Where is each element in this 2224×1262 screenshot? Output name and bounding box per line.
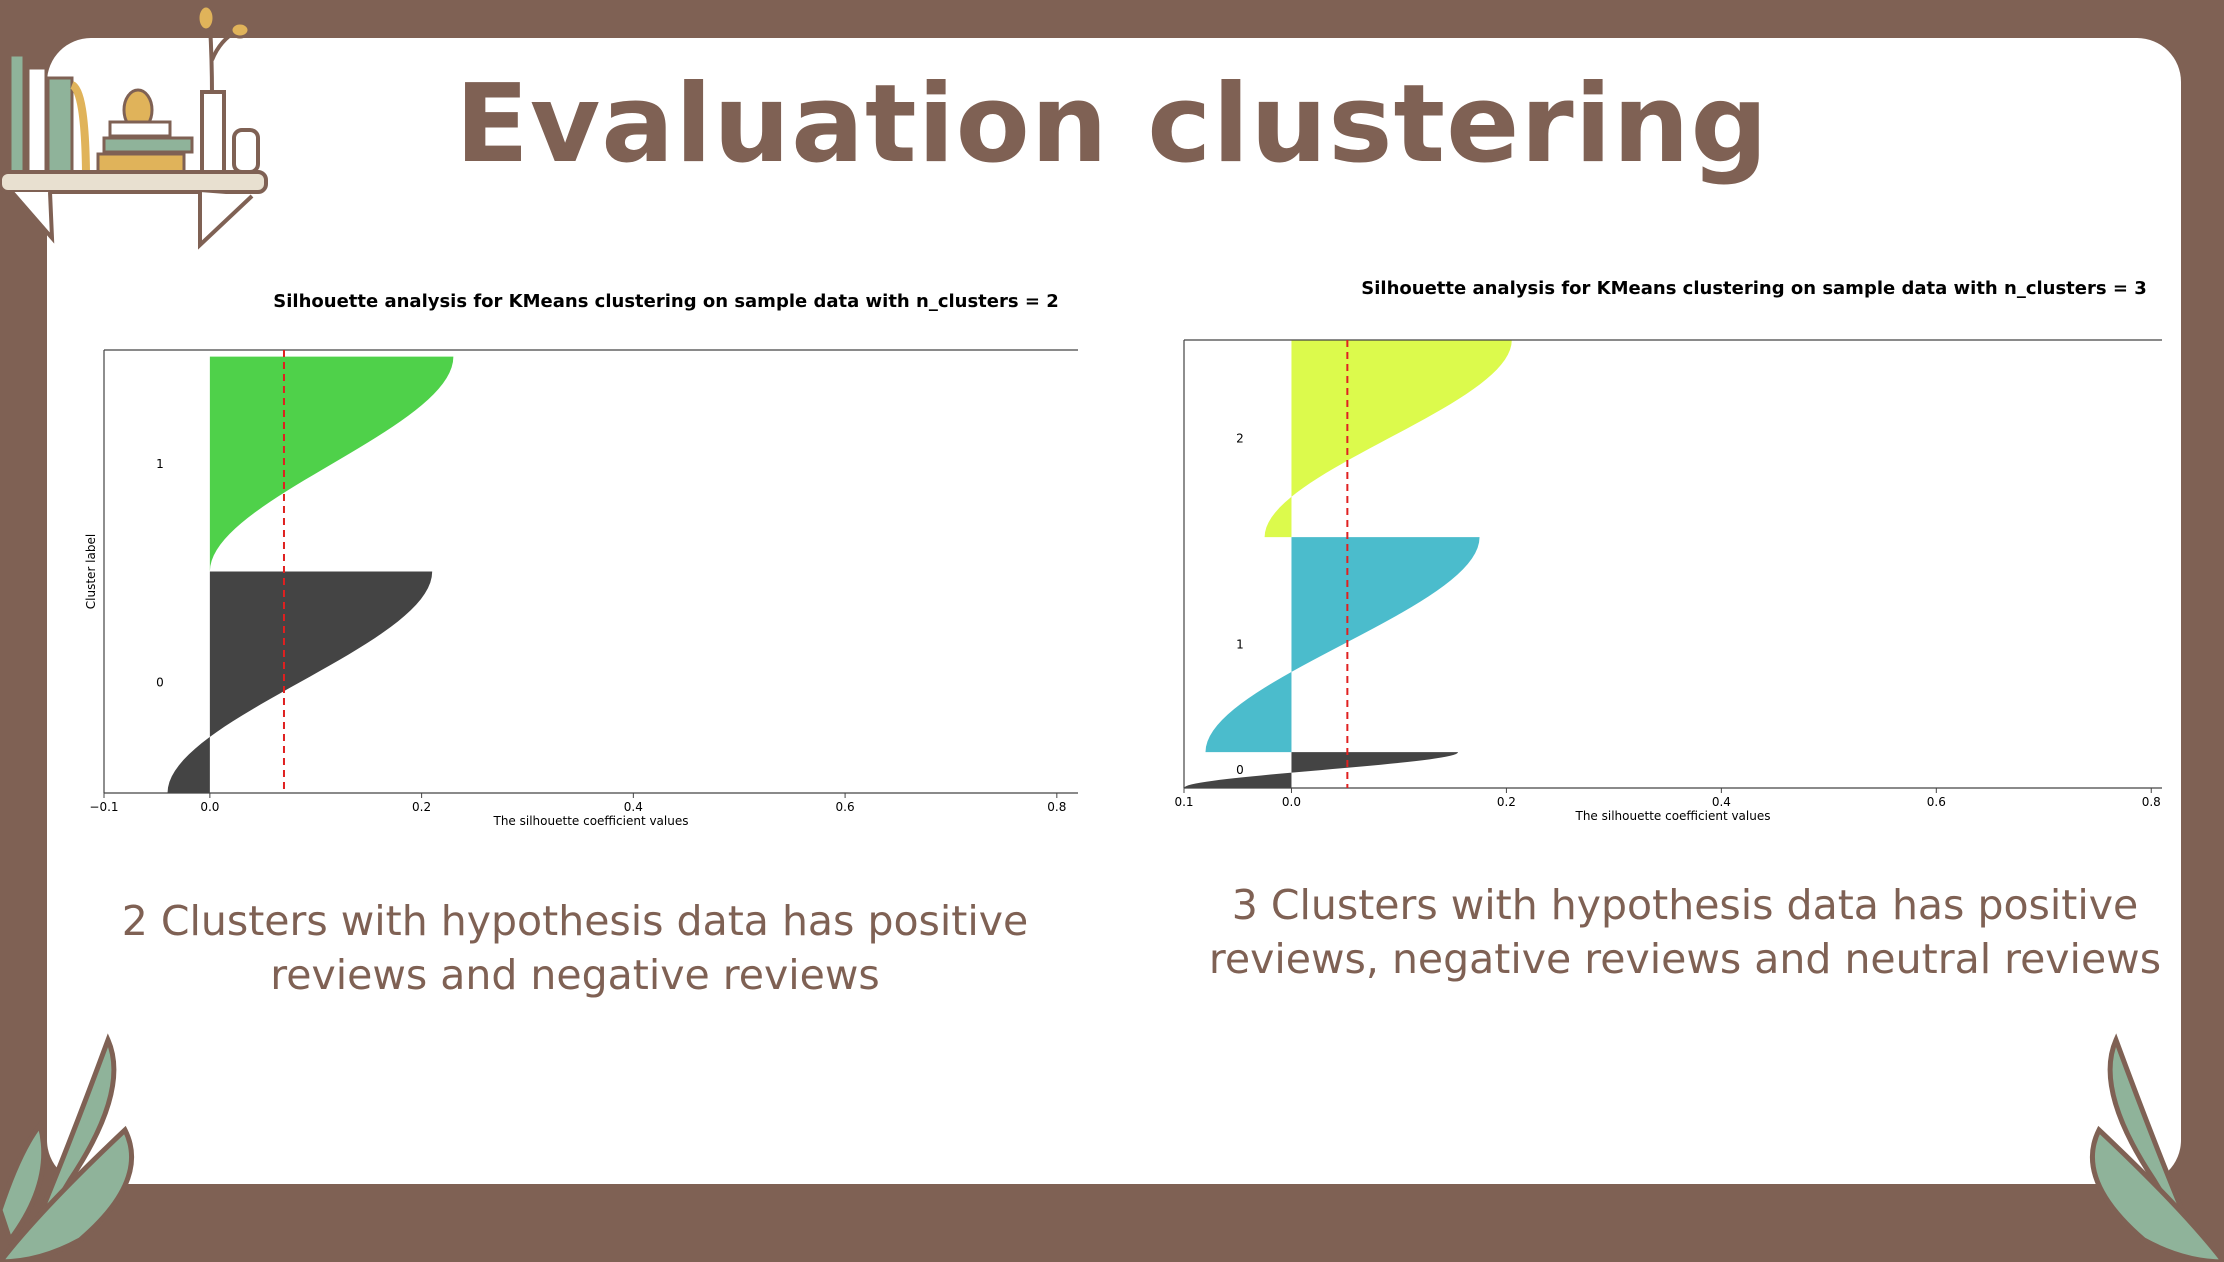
slide-title: Evaluation clustering xyxy=(455,62,1769,187)
leaf-icon xyxy=(2089,1033,2224,1262)
x-axis-label: The silhouette coefficient values xyxy=(1575,809,1771,823)
cluster-0-label: 0 xyxy=(156,675,164,689)
x-tick-label: 0.6 xyxy=(1927,795,1946,809)
x-tick-label: 0.4 xyxy=(1712,795,1731,809)
x-tick-label: 0.0 xyxy=(200,800,219,814)
chart-title: Silhouette analysis for KMeans clusterin… xyxy=(1361,278,2146,299)
x-axis-label: The silhouette coefficient values xyxy=(493,814,689,828)
x-tick-label: 0.2 xyxy=(1497,795,1516,809)
cluster-1-label: 1 xyxy=(156,457,164,471)
silhouette-chart-2-clusters: Silhouette analysis for KMeans clusterin… xyxy=(84,291,1078,828)
cluster-1-silhouette xyxy=(1205,537,1480,753)
cluster-0-silhouette xyxy=(1184,752,1459,788)
x-tick-label: 0.2 xyxy=(412,800,431,814)
x-tick-label: 0.8 xyxy=(1047,800,1066,814)
chart-title: Silhouette analysis for KMeans clusterin… xyxy=(273,291,1058,312)
cluster-1-silhouette xyxy=(209,356,454,572)
cluster-1-label: 1 xyxy=(1236,638,1244,652)
y-axis-label: Cluster label xyxy=(84,534,98,609)
cluster-2-label: 2 xyxy=(1236,432,1244,446)
x-tick-label: 0.4 xyxy=(624,800,643,814)
silhouette-chart-3-clusters: Silhouette analysis for KMeans clusterin… xyxy=(1174,278,2162,823)
caption-3-clusters: 3 Clusters with hypothesis data has posi… xyxy=(1208,881,2162,983)
cluster-0-silhouette xyxy=(167,571,433,793)
x-tick-label: −0.1 xyxy=(89,800,118,814)
x-tick-label: 0.0 xyxy=(1282,795,1301,809)
bookshelf-icon xyxy=(0,4,268,250)
leaf-icon xyxy=(0,1033,135,1262)
x-tick-label: 0.6 xyxy=(836,800,855,814)
cluster-2-silhouette xyxy=(1264,340,1512,538)
cluster-0-label: 0 xyxy=(1236,763,1244,777)
caption-2-clusters: 2 Clusters with hypothesis data has posi… xyxy=(121,897,1029,999)
x-tick-label: 0.8 xyxy=(2142,795,2161,809)
x-tick-label: 0.1 xyxy=(1174,795,1193,809)
